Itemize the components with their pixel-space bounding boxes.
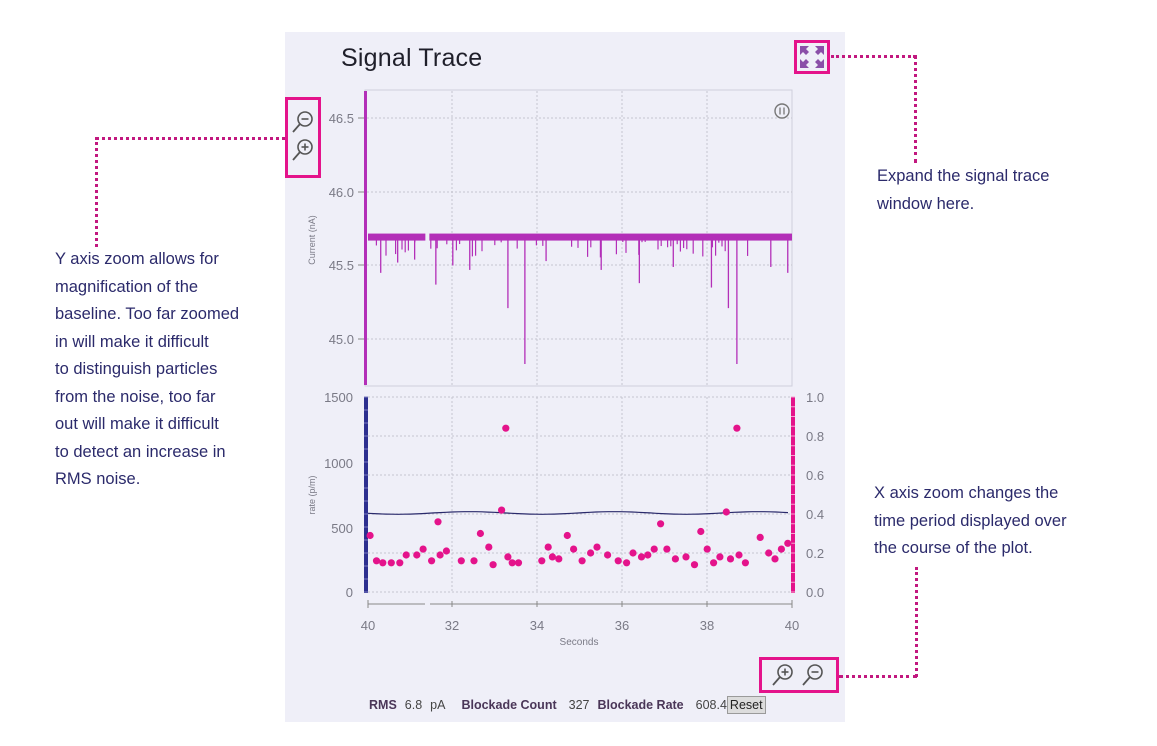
svg-text:0.2: 0.2 [806, 546, 824, 561]
x-zoom-leader-h [839, 675, 917, 678]
y-zoom-leader-h [96, 137, 285, 140]
svg-text:500: 500 [331, 521, 353, 536]
magnifier-minus-icon [292, 111, 313, 133]
svg-text:40: 40 [361, 618, 375, 633]
annotation-line: Y axis zoom allows for [55, 250, 219, 268]
annotation-line: the course of the plot. [874, 539, 1033, 557]
rms-unit: pA [430, 698, 446, 712]
blockade-rate-label: Blockade Rate [597, 698, 684, 712]
x-zoom-leader-v [915, 567, 918, 677]
signal-trace-panel [285, 32, 845, 722]
x-axis [367, 600, 793, 608]
svg-text:45.5: 45.5 [329, 258, 354, 273]
y-zoom-highlight [285, 97, 321, 178]
magnifier-minus-icon [802, 664, 823, 686]
pause-circle-icon[interactable] [774, 103, 790, 119]
x-zoom-annotation: X axis zoom changes the time period displ… [874, 480, 1134, 563]
annotation-line: X axis zoom changes the [874, 484, 1059, 502]
x-ticks: 40 32 34 36 38 40 [361, 618, 799, 633]
svg-text:34: 34 [530, 618, 544, 633]
annotation-line: from the noise, too far [55, 387, 216, 406]
svg-text:0.0: 0.0 [806, 585, 824, 600]
svg-text:32: 32 [445, 618, 459, 633]
annotation-line: baseline. Too far zoomed [55, 305, 240, 323]
x-zoom-in-button[interactable] [770, 662, 796, 688]
expand-annotation: Expand the signal trace window here. [877, 163, 1117, 218]
y-zoom-annotation: Y axis zoom allows for magnification of t… [55, 246, 285, 494]
status-bar: RMS 6.8 pA Blockade Count 327 Blockade R… [369, 696, 766, 714]
current-trace [368, 233, 792, 364]
annotation-line: RMS noise. [55, 470, 141, 488]
svg-text:0: 0 [346, 585, 353, 600]
panel-title: Signal Trace [341, 44, 483, 72]
rate-y-ticks: 1500 1000 500 0 [324, 390, 353, 600]
annotation-line: to distinguish particles [55, 360, 218, 378]
svg-text:0.6: 0.6 [806, 468, 824, 483]
blockade-rate-value: 608.4 [695, 698, 727, 712]
expand-arrows-icon [800, 46, 824, 68]
expand-leader-v [914, 55, 917, 163]
right-y-ticks: 1.0 0.8 0.6 0.4 0.2 0.0 [806, 390, 824, 600]
rate-axis-label: rate (p/m) [307, 475, 317, 514]
x-zoom-highlight [759, 657, 839, 693]
expand-leader-h [831, 55, 916, 58]
svg-text:36: 36 [615, 618, 629, 633]
svg-text:38: 38 [700, 618, 714, 633]
blockade-count-value: 327 [568, 698, 590, 712]
svg-text:1.0: 1.0 [806, 390, 824, 405]
svg-text:40: 40 [785, 618, 799, 633]
annotation-line: Expand the signal trace [877, 167, 1050, 185]
annotation-line: window here. [877, 194, 975, 213]
annotation-line: time period displayed over [874, 511, 1067, 530]
magnifier-plus-icon [772, 664, 793, 686]
expand-button[interactable] [794, 40, 830, 74]
x-axis-label: Seconds [560, 637, 599, 648]
rms-label: RMS [369, 698, 397, 712]
y-zoom-leader-v [95, 137, 98, 247]
current-axis-label: Current (nA) [307, 215, 317, 265]
rms-value: 6.8 [404, 698, 423, 712]
svg-text:46.0: 46.0 [329, 185, 354, 200]
expand-highlight [794, 40, 830, 74]
svg-text:46.5: 46.5 [329, 111, 354, 126]
x-zoom-out-button[interactable] [800, 662, 826, 688]
current-y-ticks: 46.5 46.0 45.5 45.0 [329, 111, 354, 347]
svg-text:0.4: 0.4 [806, 507, 824, 522]
magnifier-plus-icon [292, 139, 313, 161]
svg-text:1000: 1000 [324, 456, 353, 471]
blockade-scatter [366, 424, 792, 569]
y-zoom-in-button[interactable] [290, 137, 316, 163]
annotation-line: out will make it difficult [55, 415, 219, 433]
rate-line [367, 511, 789, 515]
blockade-count-label: Blockade Count [461, 698, 557, 712]
svg-text:0.8: 0.8 [806, 429, 824, 444]
svg-text:45.0: 45.0 [329, 332, 354, 347]
annotation-line: to detect an increase in [55, 442, 226, 461]
annotation-line: in will make it difficult [55, 332, 209, 351]
reset-button[interactable]: Reset [726, 696, 766, 714]
y-zoom-out-button[interactable] [290, 109, 316, 135]
svg-text:1500: 1500 [324, 390, 353, 405]
annotation-line: magnification of the [55, 277, 199, 296]
